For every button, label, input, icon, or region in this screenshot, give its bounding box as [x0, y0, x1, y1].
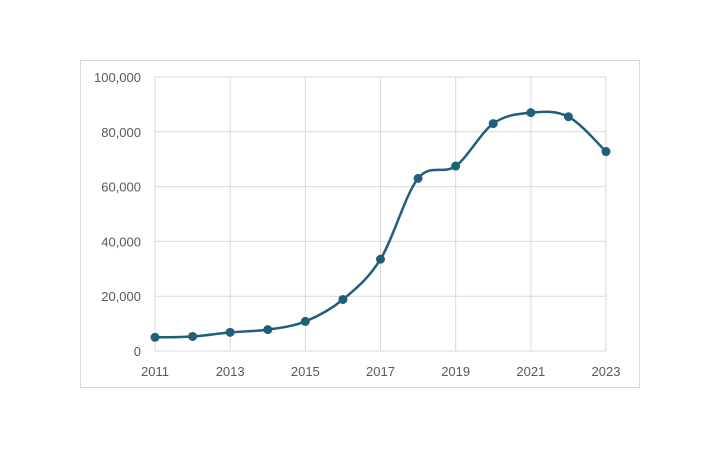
data-point	[376, 254, 385, 264]
data-point	[488, 119, 498, 129]
x-tick-label: 2017	[366, 364, 395, 379]
grid	[154, 76, 607, 352]
y-tick-label: 100,000	[94, 70, 141, 85]
data-point	[300, 316, 310, 326]
data-point	[338, 294, 348, 304]
data-point	[451, 161, 461, 171]
data-point	[150, 332, 160, 342]
data-point	[526, 108, 536, 118]
x-axis-ticks: 2011 2013 2015 2017 2019 2021 2023	[141, 364, 620, 379]
y-tick-label: 60,000	[101, 180, 141, 195]
x-tick-label: 2013	[216, 364, 245, 379]
y-tick-label: 0	[134, 344, 141, 359]
data-point	[225, 327, 235, 337]
y-tick-label: 20,000	[101, 289, 141, 304]
x-tick-label: 2015	[291, 364, 320, 379]
chart-frame	[80, 60, 640, 388]
data-point	[413, 173, 423, 183]
x-tick-label: 2019	[441, 364, 470, 379]
data-point	[263, 325, 273, 335]
x-tick-label: 2023	[592, 364, 621, 379]
y-axis-ticks: 0 20,000 40,000 60,000 80,000 100,000	[94, 70, 141, 359]
data-point	[188, 331, 198, 341]
series-layer	[150, 108, 611, 342]
y-tick-label: 80,000	[101, 125, 141, 140]
y-tick-label: 40,000	[101, 234, 141, 249]
data-point	[601, 147, 611, 157]
x-tick-label: 2021	[516, 364, 545, 379]
x-tick-label: 2011	[141, 364, 169, 379]
data-point	[563, 112, 573, 122]
